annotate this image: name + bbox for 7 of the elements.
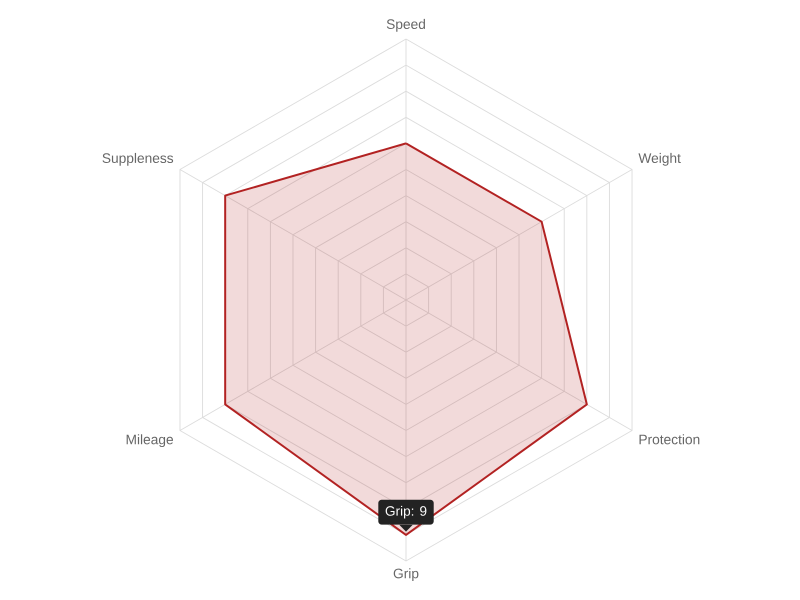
spoke-label: Mileage [126, 434, 174, 448]
spoke-label: Speed [386, 18, 425, 32]
text: Grip: 9 [386, 506, 426, 518]
spoke-label: Weight [638, 152, 681, 166]
spoke-label: Protection [640, 434, 700, 444]
spoke-label: Suppleness [102, 152, 174, 166]
spoke-label: Grip [394, 568, 418, 582]
